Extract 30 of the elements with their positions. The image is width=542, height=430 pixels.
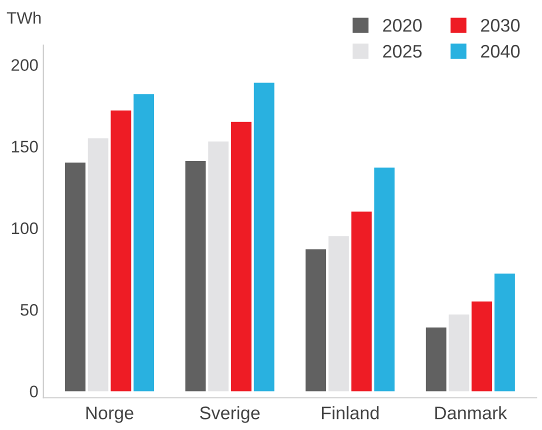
bar: [65, 162, 86, 392]
bar: [448, 314, 470, 392]
bar: [208, 141, 229, 392]
bar: [185, 161, 206, 392]
legend-label: 2020: [383, 18, 422, 32]
y-tick-label: 200: [12, 59, 38, 71]
bar: [254, 82, 274, 392]
bar: [351, 212, 372, 392]
bar: [426, 328, 446, 392]
x-tick-label: Danmark: [435, 406, 508, 420]
x-tick-label: Sverige: [200, 406, 260, 423]
bar: [134, 94, 154, 392]
bar: [231, 122, 252, 392]
y-tick-label: 150: [12, 140, 38, 153]
legend-label: 2025: [383, 44, 422, 58]
bar: [88, 138, 108, 392]
x-tick-label: Norge: [86, 406, 134, 423]
bar: [472, 301, 492, 392]
bar: [328, 236, 349, 392]
bar: [110, 110, 132, 392]
legend-label: 2040: [481, 44, 520, 58]
bar: [374, 168, 395, 392]
legend-label: 2030: [481, 18, 520, 32]
y-axis-title: TWh: [6, 12, 41, 24]
y-tick-label: 100: [12, 222, 38, 234]
bar: [306, 249, 326, 392]
y-tick-label: 50: [20, 304, 38, 316]
x-tick-label: Finland: [322, 406, 379, 420]
y-tick-label: 0: [30, 386, 38, 398]
bar: [494, 274, 515, 392]
